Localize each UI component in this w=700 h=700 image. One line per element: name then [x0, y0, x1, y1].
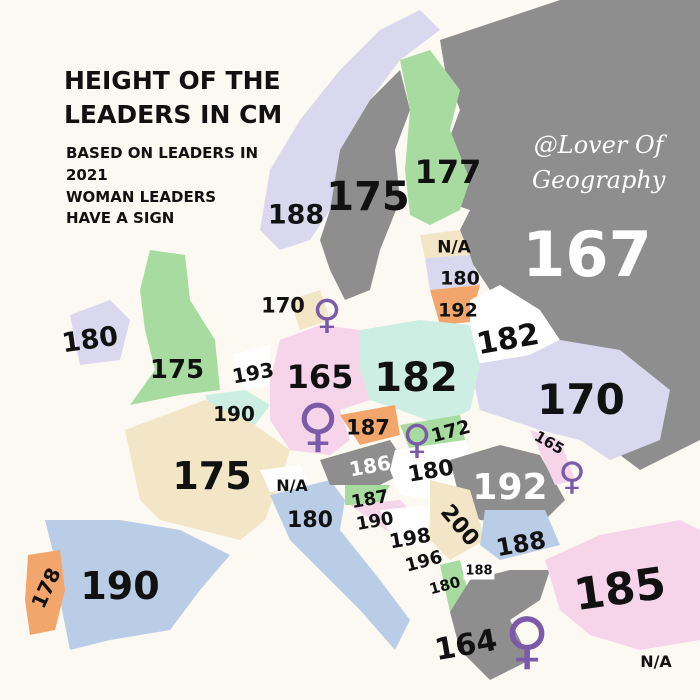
label-russia: 167: [522, 218, 652, 291]
country-netherlands: [232, 345, 270, 390]
label-romania: 192: [472, 467, 548, 508]
country-norway: [260, 10, 440, 250]
country-czechia: [340, 405, 400, 445]
label-sweden: 175: [326, 174, 410, 220]
label-spain: 190: [80, 564, 160, 608]
label-denmark: 170: [261, 293, 305, 318]
label-netherlands: 193: [230, 357, 276, 389]
label-north-macedonia: 188: [463, 562, 495, 580]
country-slovakia: [400, 415, 465, 450]
country-russia: [440, 0, 700, 470]
subtitle-line-4: HAVE A SIGN: [66, 209, 175, 228]
subtitle-line-3: WOMAN LEADERS: [66, 187, 217, 206]
label-finland: 177: [414, 153, 482, 191]
label-germany: 165: [286, 358, 354, 396]
female-sign-icon-moldova: ♀: [558, 454, 586, 498]
country-bulgaria: [480, 510, 560, 560]
label-bosnia: 198: [387, 522, 433, 554]
country-france: [125, 400, 290, 540]
label-czechia: 187: [346, 415, 390, 440]
credit: @Lover Of Geography: [532, 128, 665, 198]
country-austria: [320, 440, 410, 485]
label-turkey: 185: [570, 557, 669, 622]
label-norway: 188: [267, 199, 325, 231]
country-denmark: [290, 290, 330, 330]
label-italy: 180: [287, 508, 333, 533]
label-estonia: N/A: [437, 237, 471, 258]
country-uk: [130, 250, 220, 405]
female-sign-icon-greece: ♀: [504, 603, 550, 677]
country-poland: [360, 320, 480, 425]
label-uk: 175: [149, 355, 205, 385]
label-ukraine: 170: [537, 375, 625, 424]
country-romania: [450, 445, 565, 525]
label-belgium: 190: [213, 402, 255, 426]
female-sign-icon-slovakia: ♀: [402, 417, 432, 463]
label-austria: 186: [347, 450, 393, 482]
country-italy: [270, 480, 410, 650]
country-greece: [450, 570, 550, 680]
country-belarus: [470, 285, 560, 365]
country-serbia: [430, 480, 485, 560]
map-title: HEIGHT OF THE LEADERS IN CM: [64, 64, 282, 132]
label-lithuania: 192: [438, 299, 478, 322]
country-estonia: [420, 230, 470, 258]
country-sweden: [320, 70, 410, 300]
label-latvia: 180: [440, 267, 480, 290]
female-sign-icon-germany: ♀: [296, 391, 340, 459]
country-ireland: [70, 300, 130, 365]
country-germany: [270, 325, 370, 455]
country-moldova: [530, 430, 575, 485]
credit-line-1: @Lover Of: [533, 131, 664, 159]
subtitle-line-2: 2021: [66, 165, 108, 184]
label-switzerland: N/A: [276, 476, 308, 495]
country-bosnia: [380, 505, 430, 548]
label-france: 175: [172, 454, 252, 498]
country-switzerland: [260, 465, 310, 492]
country-spain: [45, 520, 230, 650]
map-subtitle: BASED ON LEADERS IN 2021 WOMAN LEADERS H…: [66, 143, 258, 230]
country-slovenia: [345, 485, 390, 505]
female-sign-icon-denmark: ♀: [312, 292, 342, 338]
label-poland: 182: [374, 355, 458, 401]
credit-line-2: Geography: [532, 165, 666, 194]
label-cyprus: N/A: [640, 652, 672, 671]
country-finland: [400, 50, 470, 225]
country-latvia: [425, 255, 480, 290]
title-line-1: HEIGHT OF THE: [64, 66, 281, 95]
country-turkey: [545, 520, 700, 650]
country-ukraine: [470, 340, 670, 460]
title-line-2: LEADERS IN CM: [64, 99, 283, 129]
country-portugal: [25, 550, 65, 635]
subtitle-line-1: BASED ON LEADERS IN: [66, 144, 259, 162]
label-ireland: 180: [59, 320, 121, 360]
country-lithuania: [430, 285, 480, 325]
